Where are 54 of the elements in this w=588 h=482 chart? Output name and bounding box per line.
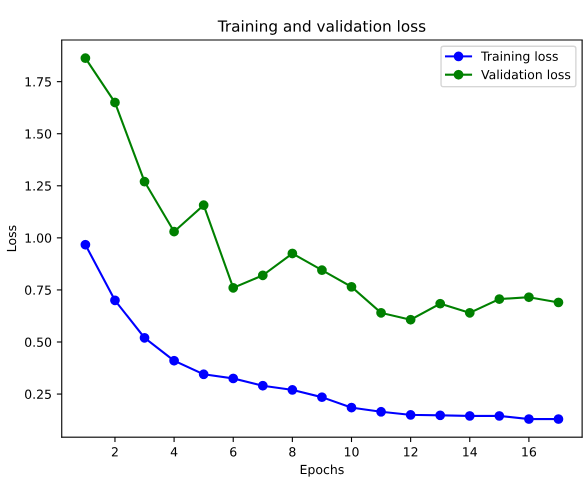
x-tick-label: 12 bbox=[404, 447, 418, 456]
chart-title: Training and validation loss bbox=[218, 20, 426, 35]
point bbox=[258, 380, 268, 391]
point bbox=[406, 410, 416, 420]
x-tick-label: 14 bbox=[463, 447, 478, 456]
y-tick-label: 1.00 bbox=[26, 233, 52, 243]
point bbox=[288, 385, 298, 395]
point bbox=[140, 176, 150, 186]
x-tick-label: 6 bbox=[230, 447, 236, 457]
point bbox=[80, 53, 90, 63]
x-tick-label: 16 bbox=[522, 447, 536, 457]
point bbox=[140, 332, 150, 343]
y-tick-label: 1.75 bbox=[26, 77, 51, 87]
point bbox=[169, 356, 179, 366]
x-tick-label: 2 bbox=[112, 447, 118, 456]
point bbox=[435, 410, 446, 420]
x-tick-label: 8 bbox=[289, 447, 296, 457]
y-tick-label: 0.75 bbox=[25, 285, 51, 295]
point bbox=[228, 282, 238, 293]
point bbox=[554, 414, 564, 424]
point bbox=[169, 226, 179, 236]
y-tick-label: 0.50 bbox=[25, 337, 52, 347]
point bbox=[198, 369, 209, 380]
point bbox=[376, 406, 386, 417]
point bbox=[198, 200, 209, 210]
point bbox=[524, 414, 534, 424]
y-tick-label: 1.25 bbox=[26, 181, 51, 191]
legend-label: Validation loss bbox=[481, 70, 570, 80]
x-tick-label: 10 bbox=[344, 447, 359, 457]
point bbox=[346, 402, 356, 412]
point bbox=[346, 282, 356, 292]
x-tick-label: 4 bbox=[170, 447, 178, 456]
y-axis-title: Loss bbox=[6, 225, 16, 252]
point bbox=[435, 298, 446, 309]
y-tick-label: 0.25 bbox=[25, 390, 51, 399]
x-axis-title: Epochs bbox=[300, 464, 344, 477]
point bbox=[110, 98, 120, 108]
point bbox=[554, 298, 564, 308]
point bbox=[494, 294, 504, 304]
point bbox=[464, 411, 475, 421]
point bbox=[228, 374, 238, 384]
y-tick-label: 1.50 bbox=[26, 129, 52, 139]
legend-label: Training loss bbox=[480, 51, 558, 64]
point bbox=[258, 270, 268, 280]
point bbox=[406, 314, 416, 325]
point bbox=[288, 248, 298, 258]
point bbox=[317, 392, 327, 402]
point bbox=[524, 292, 534, 302]
point bbox=[494, 411, 504, 421]
point bbox=[317, 265, 327, 276]
point bbox=[80, 240, 90, 250]
point bbox=[110, 295, 120, 306]
point bbox=[464, 308, 475, 318]
point bbox=[376, 308, 386, 318]
